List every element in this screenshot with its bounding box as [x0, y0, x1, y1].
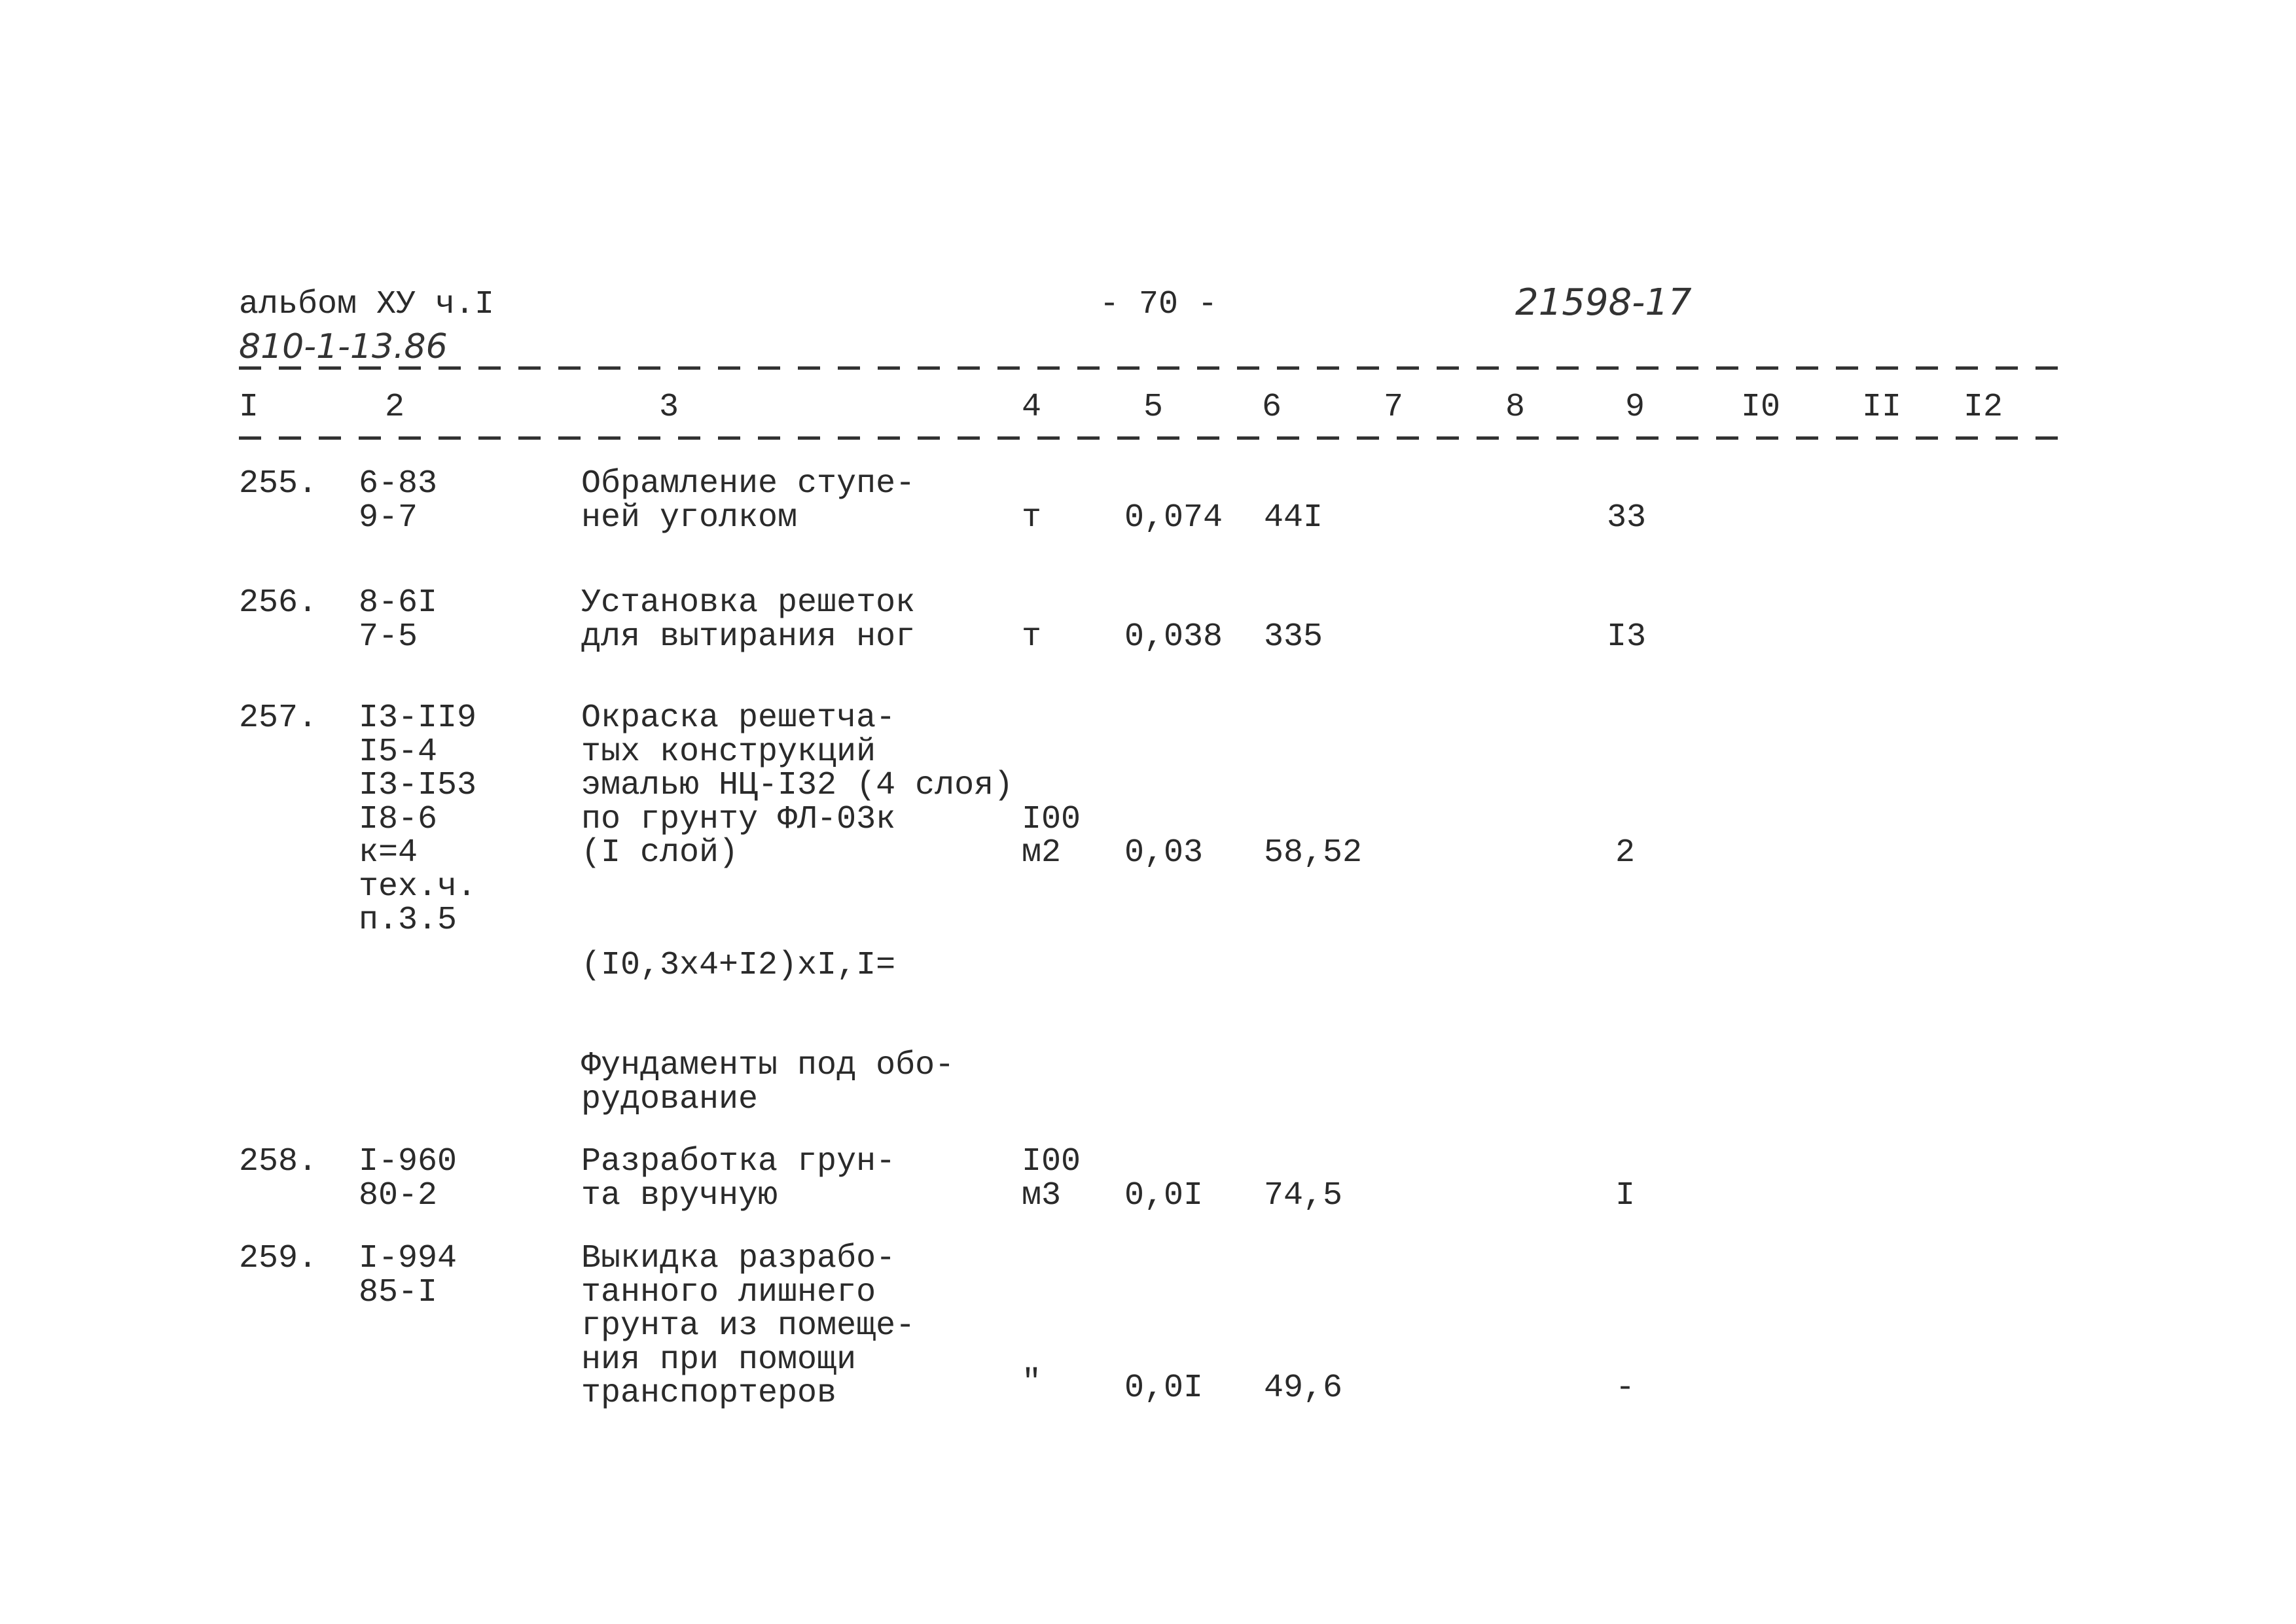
- doc-number-handwritten: 21598-17: [1515, 281, 1692, 324]
- unit-price: 44I: [1264, 499, 1323, 537]
- column-9-value: -: [1615, 1369, 1635, 1407]
- quantity: 0,074: [1124, 499, 1223, 537]
- column-header: 4: [1022, 389, 1042, 426]
- norm-code: I-994 85-I: [359, 1240, 457, 1311]
- unit-price: 49,6: [1264, 1369, 1343, 1407]
- quantity: 0,038: [1124, 618, 1223, 656]
- column-9-value: 33: [1607, 499, 1647, 537]
- unit: I00 м3: [1022, 1143, 1081, 1214]
- column-9-value: I: [1615, 1176, 1635, 1214]
- row-number: 256.: [239, 584, 318, 622]
- row-number: 258.: [239, 1143, 318, 1180]
- column-9-value: 2: [1615, 834, 1635, 872]
- work-description: Обрамление ступе- ней уголком: [581, 465, 916, 537]
- quantity: 0,0I: [1124, 1369, 1204, 1407]
- work-description: Установка решеток для вытирания ног: [581, 584, 916, 656]
- work-description: Окраска решетча- тых конструкций эмалью …: [581, 699, 1014, 872]
- column-header: I2: [1964, 389, 2003, 426]
- norm-code: I-960 80-2: [359, 1143, 457, 1214]
- column-header: I0: [1741, 389, 1781, 426]
- dashed-rule-bottom: [239, 436, 2072, 440]
- row-number: 255.: [239, 465, 318, 503]
- unit-ditto-mark: ": [1022, 1364, 1042, 1402]
- page-number: - 70 -: [1100, 286, 1218, 323]
- row-number: 259.: [239, 1240, 318, 1277]
- column-header: 7: [1384, 389, 1404, 426]
- column-header: 8: [1505, 389, 1526, 426]
- quantity: 0,0I: [1124, 1176, 1204, 1214]
- column-header: 3: [659, 389, 679, 426]
- norm-code: 6-83 9-7: [359, 465, 438, 537]
- unit-price: 74,5: [1264, 1176, 1343, 1214]
- unit: I00 м2: [1022, 800, 1081, 872]
- column-header: II: [1862, 389, 1902, 426]
- norm-code: 8-6I 7-5: [359, 584, 438, 656]
- album-label: альбом ХУ ч.I: [239, 286, 495, 323]
- unit-price: 335: [1264, 618, 1323, 656]
- quantity-formula: (I0,3x4+I2)xI,I=: [581, 947, 896, 984]
- norm-code: I3-II9 I5-4 I3-I53 I8-6 к=4 тех.ч. п.3.5: [359, 699, 477, 939]
- column-header: I: [239, 389, 259, 426]
- quantity: 0,03: [1124, 834, 1204, 872]
- dashed-rule-top: [239, 366, 2072, 370]
- section-heading: Фундаменты под обо- рудование: [581, 1047, 955, 1118]
- column-header: 2: [385, 389, 405, 426]
- unit: т: [1022, 499, 1042, 537]
- row-number: 257.: [239, 699, 318, 737]
- unit-price: 58,52: [1264, 834, 1363, 872]
- column-header: 6: [1262, 389, 1282, 426]
- column-header: 5: [1143, 389, 1164, 426]
- unit: т: [1022, 618, 1042, 656]
- column-header: 9: [1625, 389, 1645, 426]
- work-description: Разработка грун- та вручную: [581, 1143, 896, 1214]
- project-code-handwritten: 810-1-13.86: [239, 327, 448, 366]
- column-9-value: I3: [1607, 618, 1647, 656]
- work-description: Выкидка разрабо- танного лишнего грунта …: [581, 1240, 916, 1412]
